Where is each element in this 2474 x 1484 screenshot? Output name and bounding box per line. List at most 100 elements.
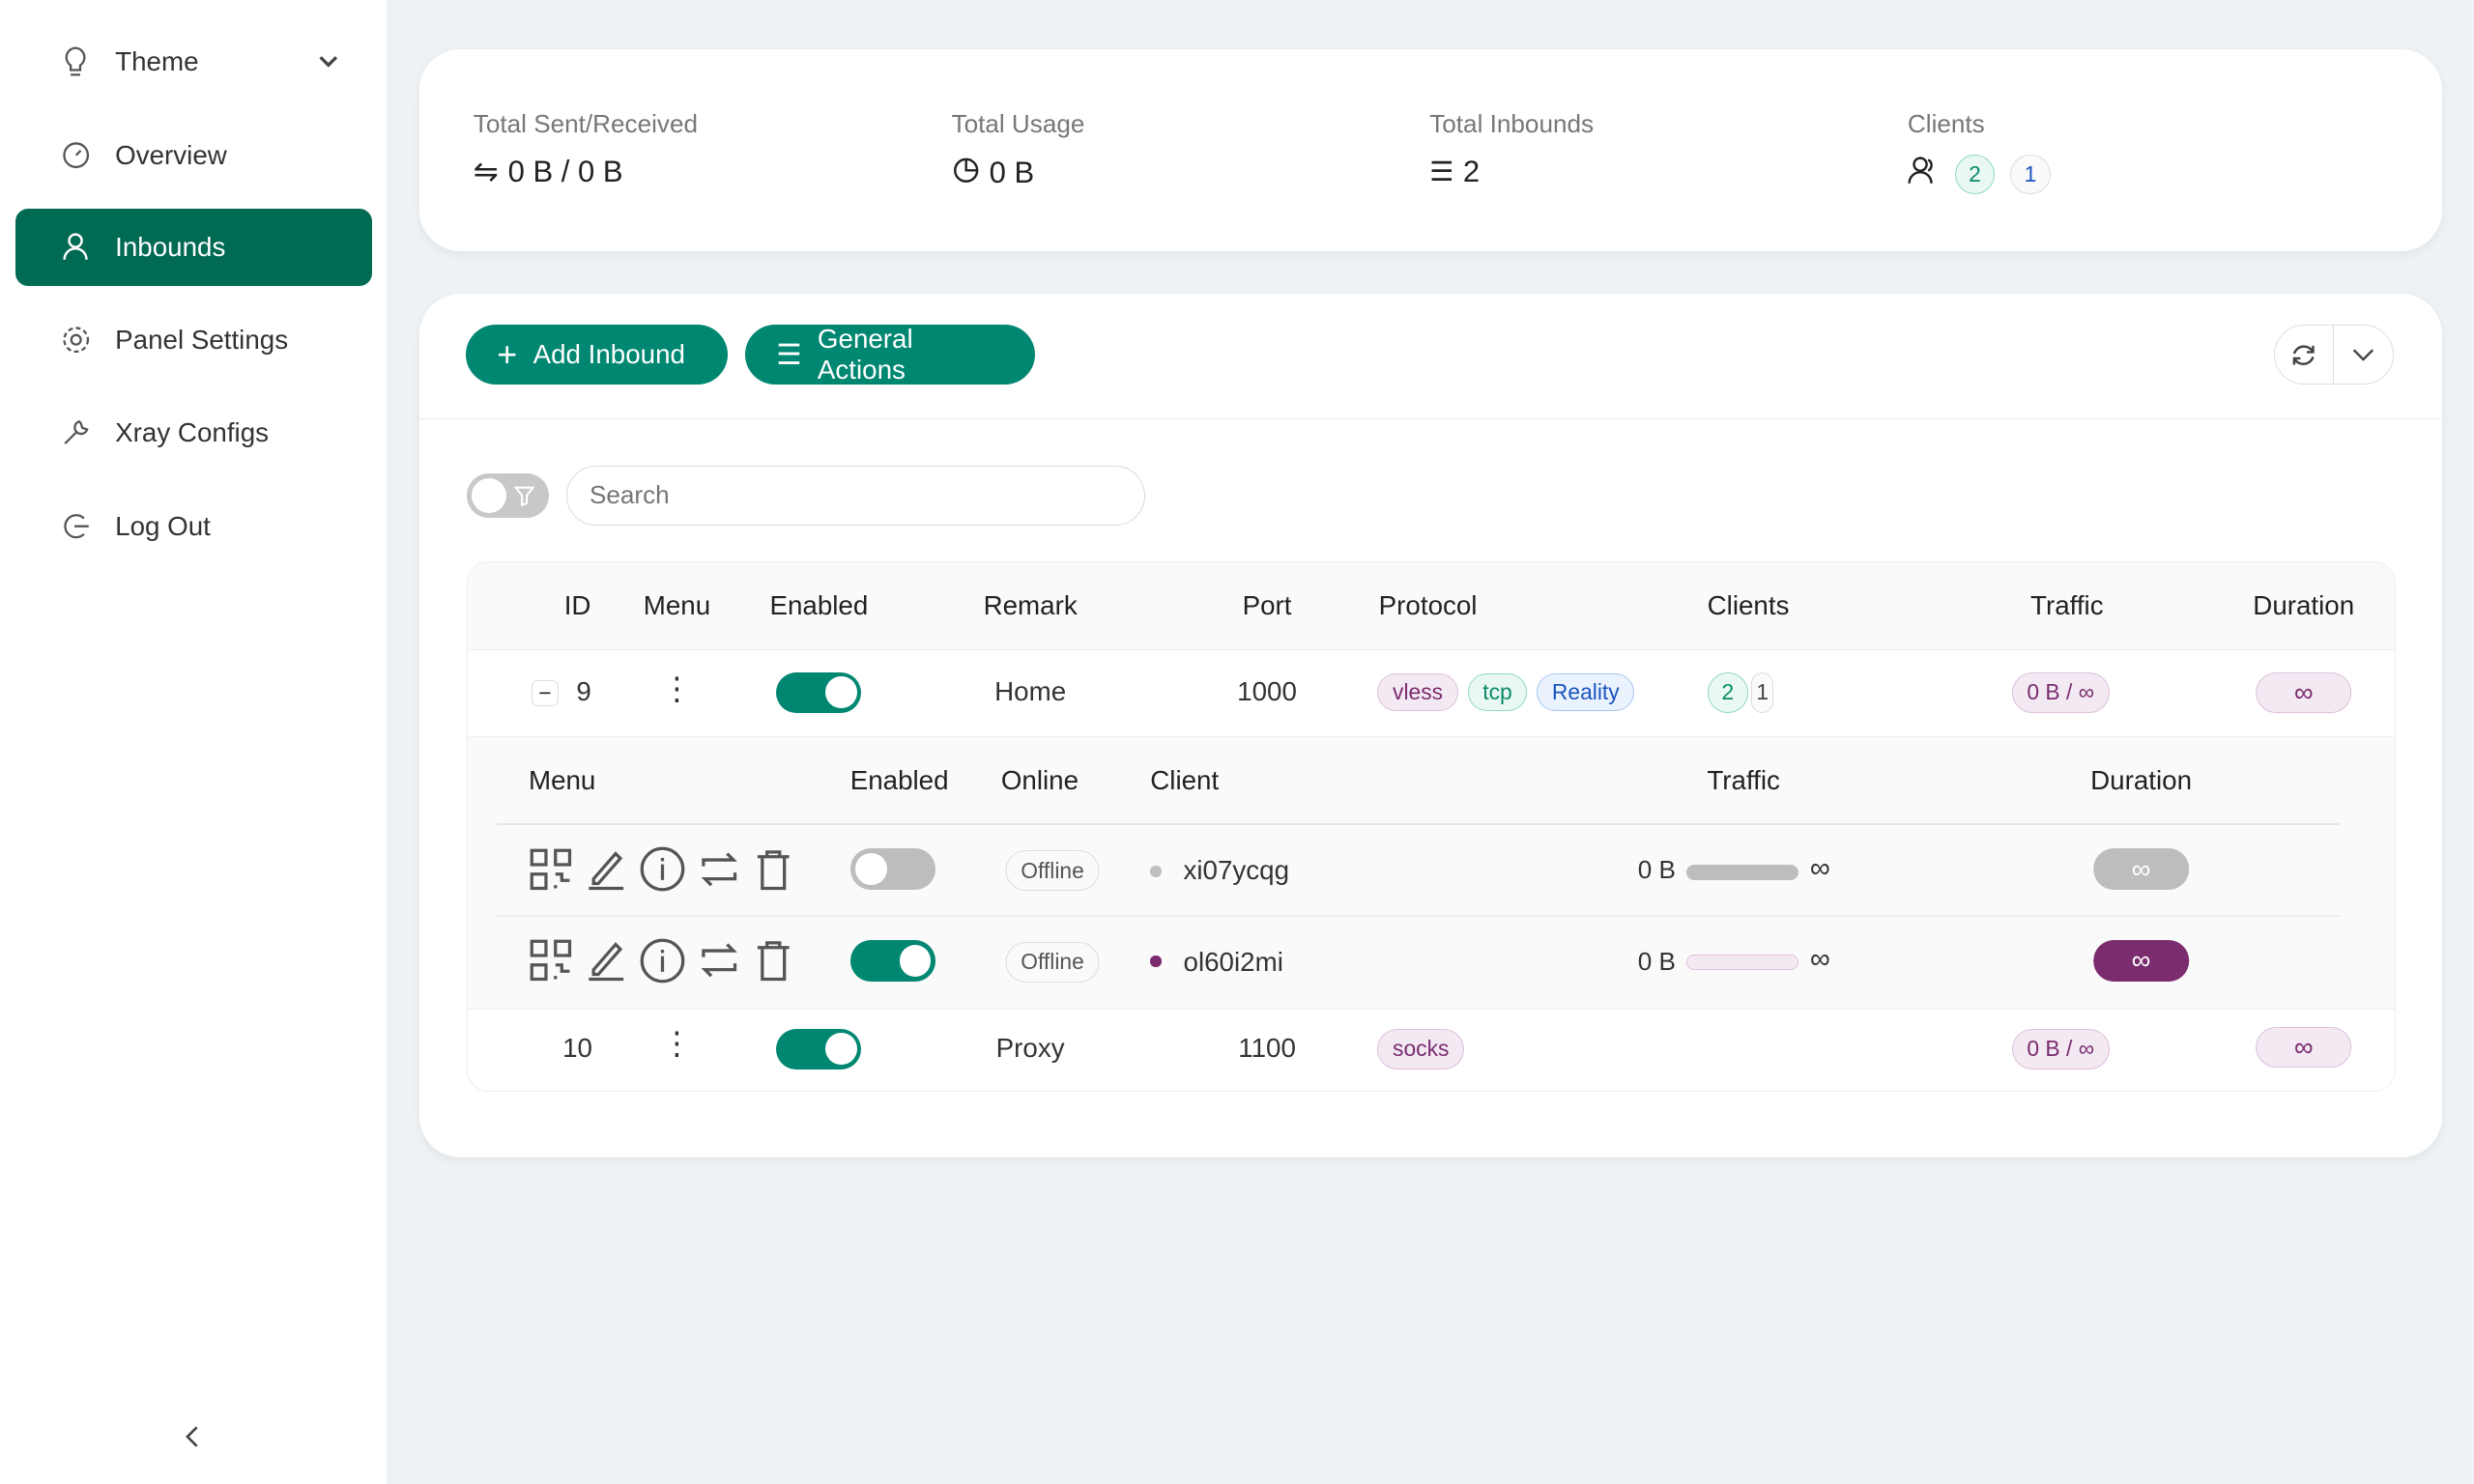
dashboard-icon xyxy=(58,141,93,169)
column-header-id: ID xyxy=(563,589,591,620)
clients-count-badge[interactable]: 2 xyxy=(1707,671,1749,713)
user-icon xyxy=(58,233,93,261)
stat-clients: Clients 2 1 xyxy=(1908,109,2051,195)
client-name: xi07ycqg xyxy=(1183,854,1290,885)
stat-value: 2 xyxy=(1462,154,1481,188)
online-status-tag: Offline xyxy=(1005,941,1100,984)
more-menu-icon[interactable]: ⋮ xyxy=(661,1025,693,1062)
search-input[interactable] xyxy=(566,465,1146,526)
refresh-options-button[interactable] xyxy=(2334,326,2393,384)
delete-icon[interactable] xyxy=(753,847,793,899)
refresh-button[interactable] xyxy=(2275,326,2335,385)
sidebar-item-label: Panel Settings xyxy=(115,324,289,355)
sidebar-item-inbounds[interactable]: Inbounds xyxy=(15,208,373,286)
table-header xyxy=(468,562,2395,651)
column-header-port: Port xyxy=(1242,589,1292,620)
collapse-row-button[interactable]: − xyxy=(532,679,559,707)
delete-icon[interactable] xyxy=(753,938,793,989)
sidebar-item-theme[interactable]: Theme xyxy=(15,23,372,100)
client-traffic-bar xyxy=(1686,864,1799,881)
sidebar-item-panel-settings[interactable]: Panel Settings xyxy=(15,301,372,379)
filter-toggle[interactable] xyxy=(467,472,550,518)
column-header-clients: Clients xyxy=(1707,589,1790,620)
pie-chart-icon xyxy=(952,155,980,190)
general-actions-button[interactable]: ☰ General Actions xyxy=(744,324,1036,385)
client-header-client: Client xyxy=(1150,764,1220,795)
qrcode-icon[interactable] xyxy=(529,847,573,899)
list-icon: ☰ xyxy=(1429,157,1454,187)
inbounds-table xyxy=(467,561,2396,1093)
button-label: General Actions xyxy=(817,324,913,385)
protocol-tags: vless tcp Reality xyxy=(1377,673,1635,712)
column-header-remark: Remark xyxy=(983,589,1078,620)
inbound-remark: Home xyxy=(994,676,1067,707)
security-tag: Reality xyxy=(1537,673,1635,712)
network-tag: tcp xyxy=(1467,673,1528,712)
plus-icon: + xyxy=(497,334,518,375)
client-traffic-limit: ∞ xyxy=(1809,943,1830,976)
more-menu-icon[interactable]: ⋮ xyxy=(661,670,693,706)
reset-traffic-icon[interactable] xyxy=(699,847,739,899)
client-header-duration: Duration xyxy=(2090,764,2193,795)
column-header-enabled: Enabled xyxy=(769,589,869,620)
info-icon[interactable] xyxy=(639,845,686,899)
client-duration-tag: ∞ xyxy=(2092,940,2190,982)
client-header-online: Online xyxy=(1000,764,1079,795)
inbound-id: 10 xyxy=(562,1033,592,1064)
inbound-enabled-toggle[interactable] xyxy=(776,671,862,713)
reset-traffic-icon[interactable] xyxy=(699,938,739,989)
stat-label: Total Sent/Received xyxy=(473,108,699,138)
sidebar-item-label: Log Out xyxy=(115,510,211,541)
collapse-sidebar-icon[interactable] xyxy=(183,1424,202,1456)
duration-tag: ∞ xyxy=(2255,671,2352,713)
info-icon[interactable] xyxy=(639,937,686,991)
clients-other-badge[interactable]: 1 xyxy=(1751,671,1774,713)
divider xyxy=(419,417,2443,420)
column-header-protocol: Protocol xyxy=(1378,589,1478,620)
menu-icon: ☰ xyxy=(776,338,802,371)
edit-icon[interactable] xyxy=(586,938,626,989)
client-traffic-used: 0 B xyxy=(1637,946,1676,976)
button-label: Add Inbound xyxy=(532,339,685,370)
expanded-row xyxy=(468,735,2395,1010)
traffic-tag: 0 B / ∞ xyxy=(2011,1028,2110,1070)
sidebar-item-xray-configs[interactable]: Xray Configs xyxy=(15,394,372,471)
edit-icon[interactable] xyxy=(586,847,626,899)
stat-value: 0 B / 0 B xyxy=(507,154,623,188)
divider xyxy=(497,914,2341,917)
bulb-icon xyxy=(58,46,93,78)
sidebar: Theme Overview Inbounds Panel Settings X… xyxy=(0,0,387,1484)
logout-icon xyxy=(58,512,93,540)
inbound-clients: 2 1 xyxy=(1707,671,1774,713)
column-header-traffic: Traffic xyxy=(2030,589,2104,620)
client-actions xyxy=(529,845,793,899)
inbound-remark: Proxy xyxy=(995,1033,1065,1064)
stat-usage: Total Usage 0 B xyxy=(952,109,1085,191)
column-header-menu: Menu xyxy=(643,589,711,620)
add-inbound-button[interactable]: + Add Inbound xyxy=(465,325,728,385)
filter-icon xyxy=(514,486,535,506)
sidebar-item-log-out[interactable]: Log Out xyxy=(15,488,372,565)
client-traffic-bar xyxy=(1686,954,1799,971)
client-duration-tag: ∞ xyxy=(2092,848,2190,890)
traffic-tag: 0 B / ∞ xyxy=(2011,671,2110,713)
sidebar-item-overview[interactable]: Overview xyxy=(15,117,372,194)
status-dot xyxy=(1150,866,1162,877)
qrcode-icon[interactable] xyxy=(529,938,573,989)
stat-label: Total Usage xyxy=(951,108,1085,138)
client-enabled-toggle[interactable] xyxy=(850,940,936,982)
team-icon xyxy=(1908,157,1940,192)
stat-inbounds: Total Inbounds ☰ 2 xyxy=(1429,109,1594,189)
inbound-enabled-toggle[interactable] xyxy=(776,1028,862,1070)
client-enabled-toggle[interactable] xyxy=(850,848,936,890)
protocol-tag: vless xyxy=(1377,673,1458,712)
client-header-menu: Menu xyxy=(528,764,596,795)
duration-tag: ∞ xyxy=(2255,1026,2352,1069)
chevron-down-icon xyxy=(2352,349,2374,361)
inbound-port: 1100 xyxy=(1238,1033,1296,1064)
status-dot xyxy=(1150,956,1162,967)
refresh-group xyxy=(2273,325,2394,385)
stats-card: Total Sent/Received ⇋ 0 B / 0 B Total Usa… xyxy=(419,48,2443,251)
chevron-down-icon xyxy=(319,45,338,76)
client-header-enabled: Enabled xyxy=(849,764,949,795)
